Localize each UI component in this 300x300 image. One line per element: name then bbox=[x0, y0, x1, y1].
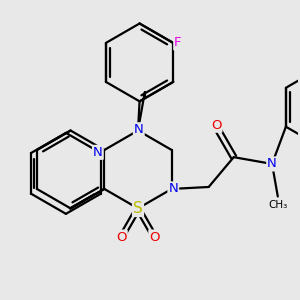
Text: N: N bbox=[134, 123, 144, 136]
Text: N: N bbox=[93, 146, 103, 159]
Text: F: F bbox=[174, 37, 182, 50]
Text: S: S bbox=[133, 201, 143, 216]
Text: O: O bbox=[211, 119, 221, 132]
Text: N: N bbox=[267, 158, 277, 170]
Text: CH₃: CH₃ bbox=[268, 200, 287, 210]
Text: O: O bbox=[149, 230, 160, 244]
Text: O: O bbox=[116, 230, 127, 244]
Text: N: N bbox=[168, 182, 178, 195]
